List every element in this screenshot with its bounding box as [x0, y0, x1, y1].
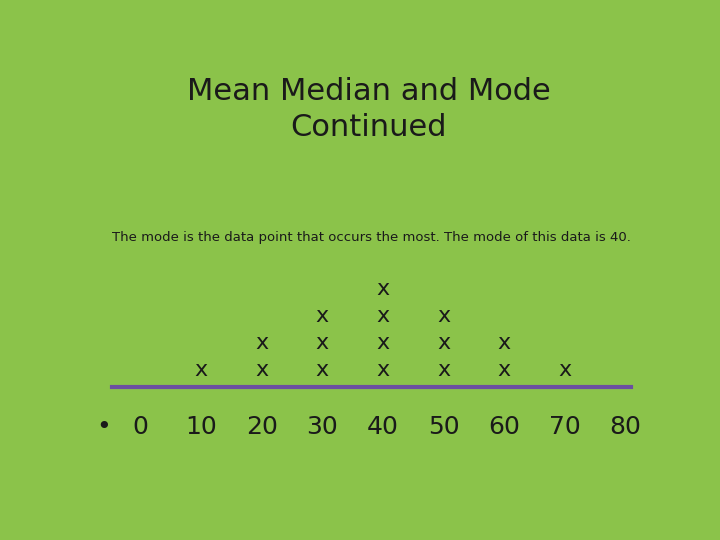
Text: x: x — [559, 360, 572, 380]
Text: x: x — [437, 306, 450, 326]
Text: 50: 50 — [428, 415, 459, 438]
Text: x: x — [377, 333, 390, 353]
Text: x: x — [437, 333, 450, 353]
Text: x: x — [377, 306, 390, 326]
Text: The mode is the data point that occurs the most. The mode of this data is 40.: The mode is the data point that occurs t… — [112, 231, 631, 244]
Text: x: x — [194, 360, 207, 380]
Text: x: x — [437, 360, 450, 380]
Text: x: x — [498, 360, 511, 380]
Text: 0: 0 — [132, 415, 148, 438]
Text: 30: 30 — [307, 415, 338, 438]
Text: x: x — [315, 333, 329, 353]
Text: 40: 40 — [367, 415, 399, 438]
Text: 60: 60 — [488, 415, 521, 438]
Text: x: x — [255, 360, 268, 380]
Text: 80: 80 — [610, 415, 642, 438]
Text: x: x — [377, 279, 390, 299]
Text: x: x — [315, 360, 329, 380]
Text: x: x — [315, 306, 329, 326]
Text: x: x — [255, 333, 268, 353]
Text: •: • — [96, 415, 112, 438]
Text: 20: 20 — [246, 415, 277, 438]
Text: x: x — [377, 360, 390, 380]
Text: Mean Median and Mode
Continued: Mean Median and Mode Continued — [187, 77, 551, 142]
Text: 70: 70 — [549, 415, 581, 438]
Text: x: x — [498, 333, 511, 353]
Text: 10: 10 — [185, 415, 217, 438]
